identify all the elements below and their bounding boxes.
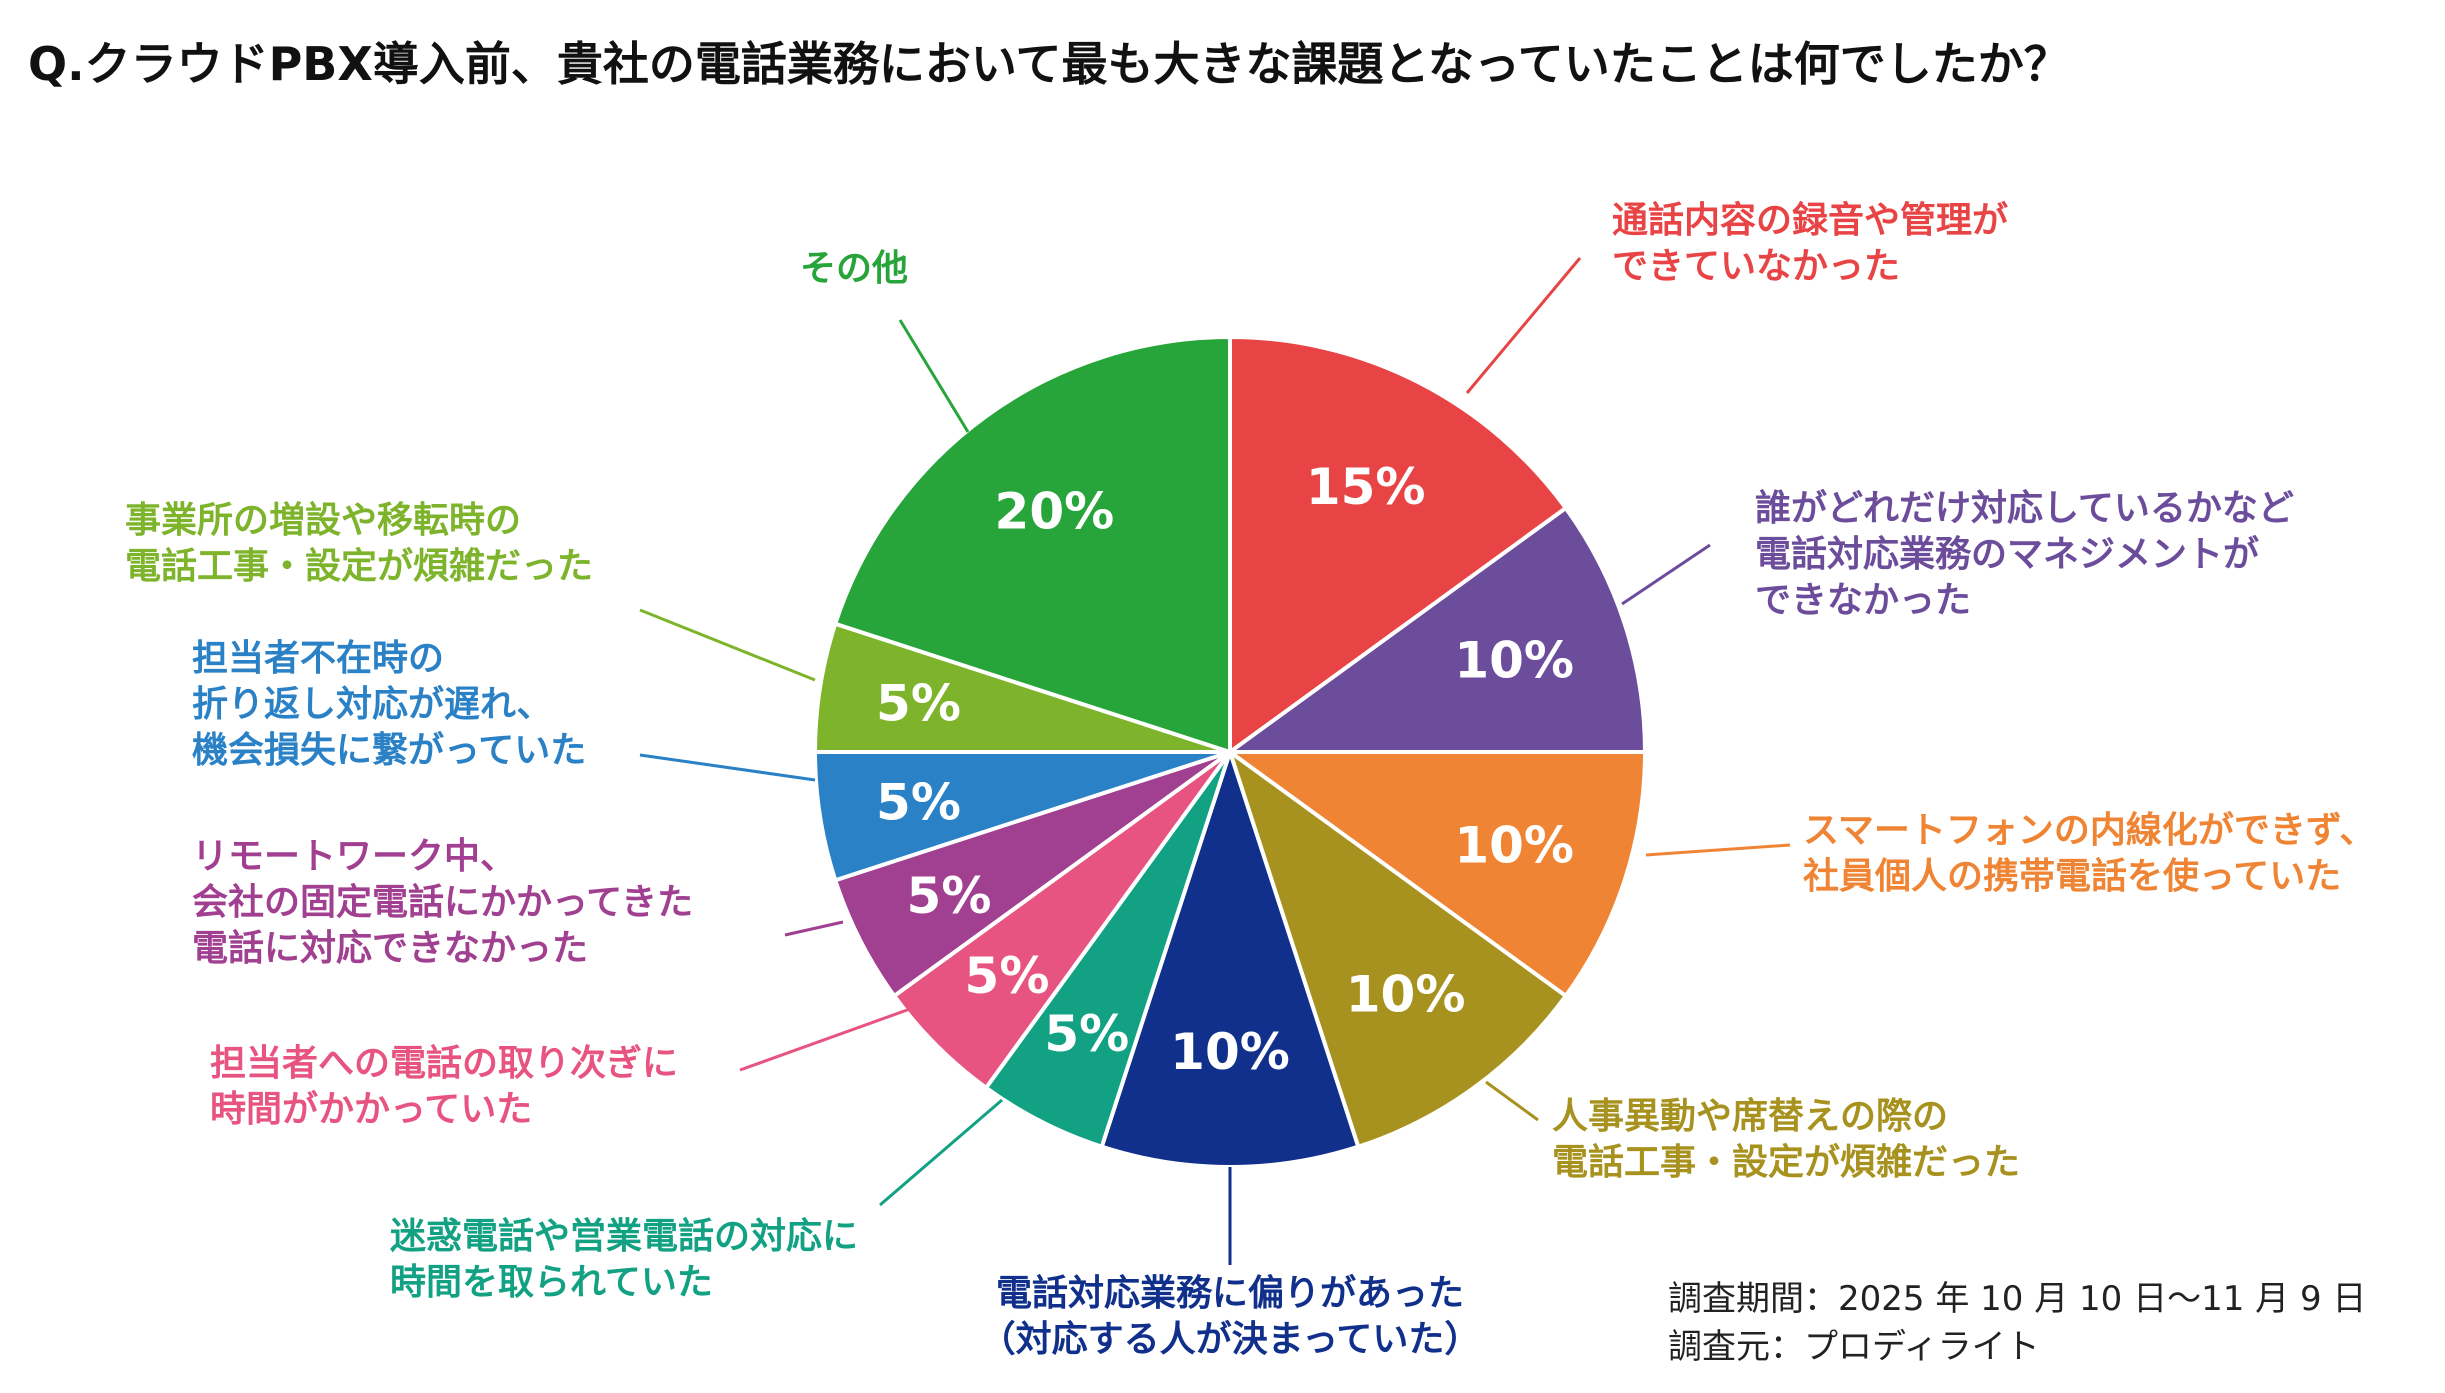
leader-line-3 <box>1645 843 1791 857</box>
category-label-5: 電話対応業務に偏りがあった （対応する人が決まっていた） <box>980 1273 1481 1360</box>
pie-slice-11 <box>833 335 1232 754</box>
category-label-line: 機会損失に繋がっていた <box>192 730 586 771</box>
survey-source: 調査元：プロディライト <box>1668 1327 2040 1367</box>
percent-labels: 15%10%10%10%10%5%5%5%5%5%20% <box>876 458 1574 1081</box>
leader-line-4 <box>1485 1080 1539 1122</box>
percent-label-10: 5% <box>876 675 961 733</box>
category-label-line: 担当者不在時の <box>192 638 444 679</box>
category-label-10: 事業所の増設や移転時の電話工事・設定が煩雑だった <box>125 500 593 587</box>
leader-line-11 <box>898 319 970 433</box>
percent-label-7: 5% <box>965 947 1050 1005</box>
percent-label-4: 10% <box>1346 966 1466 1024</box>
percent-label-8: 5% <box>907 867 992 925</box>
category-label-line: 時間がかかっていた <box>210 1089 532 1130</box>
percent-label-11: 20% <box>995 482 1115 540</box>
leader-line-2 <box>1621 543 1711 606</box>
chart-title: Q.クラウドPBX導入前、貴社の電話業務において最も大きな課題となっていたことは… <box>28 37 2070 91</box>
category-label-line: 迷惑電話や営業電話の対応に <box>390 1216 858 1257</box>
category-label-line: 電話対応業務に偏りがあった <box>996 1273 1464 1314</box>
category-label-line: リモートワーク中、 <box>192 836 516 877</box>
percent-label-9: 5% <box>876 773 961 831</box>
category-label-line: （対応する人が決まっていた） <box>980 1319 1481 1360</box>
leader-lines <box>639 257 1791 1265</box>
category-label-line: 人事異動や席替えの際の <box>1552 1096 1948 1137</box>
leader-line-10 <box>639 608 816 682</box>
percent-label-5: 10% <box>1170 1023 1290 1081</box>
category-label-line: 折り返し対応が遅れ、 <box>192 684 552 725</box>
leader-line-8 <box>784 920 844 937</box>
category-label-line: できていなかった <box>1612 246 1900 287</box>
category-label-9: 担当者不在時の折り返し対応が遅れ、機会損失に繋がっていた <box>192 638 586 771</box>
leader-line-9 <box>639 753 816 782</box>
category-label-line: その他 <box>800 248 908 289</box>
leader-line-7 <box>739 998 936 1072</box>
category-label-line: 担当者への電話の取り次ぎに <box>210 1043 678 1084</box>
category-label-line: 会社の固定電話にかかってきた <box>192 882 693 923</box>
category-label-line: 社員個人の携帯電話を使っていた <box>1803 856 2341 897</box>
pie-slice-2 <box>1228 506 1647 754</box>
percent-label-2: 10% <box>1454 632 1574 690</box>
category-label-line: 誰がどれだけ対応しているかなど <box>1755 488 2294 529</box>
percent-label-1: 15% <box>1306 458 1426 516</box>
category-label-line: 電話工事・設定が煩雑だった <box>1552 1142 2020 1183</box>
category-label-line: 事業所の増設や移転時の <box>125 500 521 541</box>
pie-slice-3 <box>1228 750 1647 998</box>
category-label-2: 誰がどれだけ対応しているかなど電話対応業務のマネジメントができなかった <box>1755 488 2294 621</box>
category-label-line: スマートフォンの内線化ができず、 <box>1803 810 2375 851</box>
category-label-4: 人事異動や席替えの際の電話工事・設定が煩雑だった <box>1552 1096 2020 1183</box>
pie-slices <box>813 335 1647 1170</box>
leader-line-6 <box>879 1098 1003 1207</box>
survey-period: 調査期間：2025 年 10 月 10 日～11 月 9 日 <box>1668 1279 2366 1319</box>
category-label-line: 通話内容の録音や管理が <box>1612 200 2008 241</box>
leader-line-1 <box>1465 257 1582 394</box>
pie-slice-4 <box>1228 750 1568 1149</box>
category-label-line: 電話対応業務のマネジメントが <box>1755 534 2259 575</box>
category-label-line: 時間を取られていた <box>390 1262 713 1303</box>
category-label-11: その他 <box>800 248 908 289</box>
percent-label-3: 10% <box>1454 816 1574 874</box>
category-label-6: 迷惑電話や営業電話の対応に時間を取られていた <box>390 1216 858 1303</box>
category-label-line: 電話工事・設定が煩雑だった <box>125 546 593 587</box>
category-label-8: リモートワーク中、会社の固定電話にかかってきた電話に対応できなかった <box>192 836 693 969</box>
category-labels: 通話内容の録音や管理ができていなかった誰がどれだけ対応しているかなど電話対応業務… <box>125 200 2375 1360</box>
category-label-line: 電話に対応できなかった <box>192 928 588 969</box>
category-label-line: できなかった <box>1755 580 1971 621</box>
category-label-3: スマートフォンの内線化ができず、社員個人の携帯電話を使っていた <box>1803 810 2375 897</box>
pie-slice-1 <box>1228 335 1568 754</box>
percent-label-6: 5% <box>1044 1005 1129 1063</box>
category-label-1: 通話内容の録音や管理ができていなかった <box>1612 200 2008 287</box>
category-label-7: 担当者への電話の取り次ぎに時間がかかっていた <box>210 1043 678 1130</box>
